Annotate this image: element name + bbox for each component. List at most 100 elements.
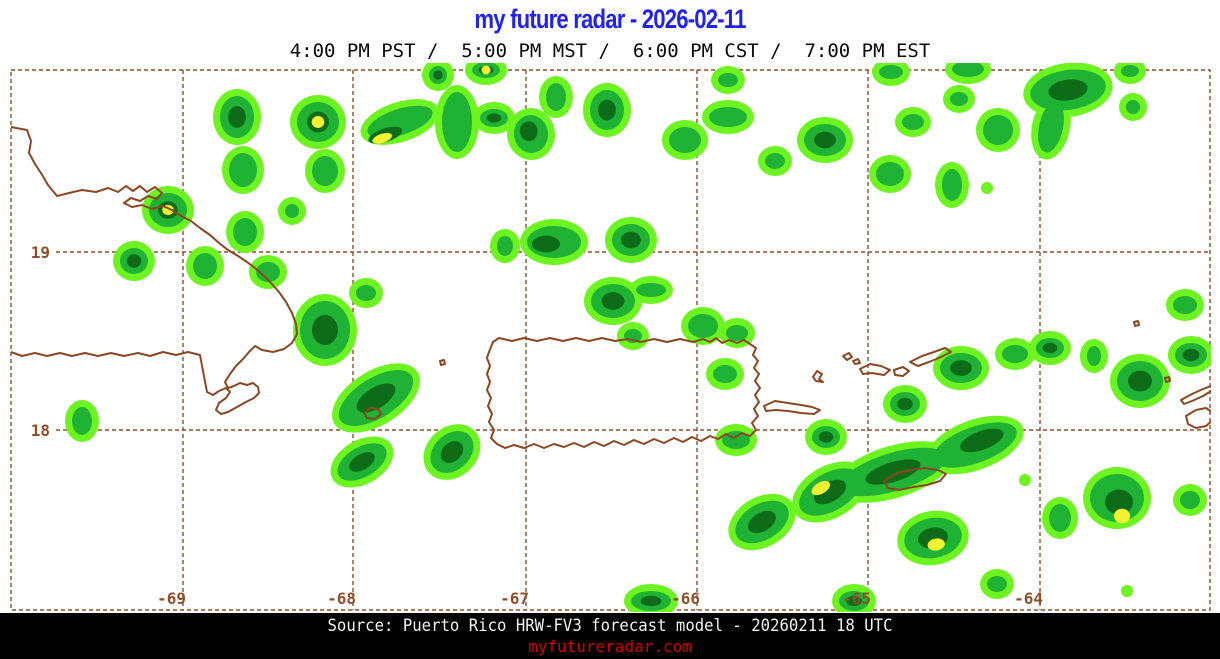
radar-cell-heavy: [228, 106, 246, 128]
radar-cell-intense: [1113, 508, 1131, 524]
radar-cell-moderate: [1180, 491, 1200, 509]
radar-cell-heavy: [814, 131, 836, 149]
radar-cell-moderate: [1173, 296, 1197, 314]
radar-cell-moderate: [636, 283, 666, 297]
radar-cell-heavy: [1042, 342, 1058, 354]
lat-label: 18: [31, 421, 50, 440]
radar-cell-moderate: [1087, 346, 1101, 366]
radar-cell-moderate: [942, 169, 962, 201]
coastline-mona: [363, 407, 382, 420]
radar-cell-heavy: [601, 292, 625, 310]
map-border: [10, 69, 1211, 611]
radar-cell-moderate: [72, 407, 92, 435]
radar-cell-heavy: [865, 459, 921, 485]
coastline-sombrero: [1133, 320, 1140, 327]
radar-cell-intense: [927, 538, 945, 551]
radar-cell-moderate: [356, 285, 376, 301]
radar-cell-heavy: [433, 70, 443, 80]
lon-label: -68: [327, 589, 356, 608]
radar-cell-moderate: [718, 73, 738, 87]
radar-cell-moderate: [688, 314, 718, 338]
radar-cell-heavy: [531, 235, 561, 253]
radar-cell-moderate: [312, 156, 338, 186]
radar-cell-moderate: [442, 92, 472, 152]
radar-cell-intense: [311, 116, 325, 128]
radar-cell-heavy: [349, 452, 375, 472]
coastlines: [10, 126, 1211, 491]
lon-label: -64: [1014, 589, 1043, 608]
radar-cell-moderate: [765, 153, 785, 169]
radar-cell-intense: [372, 132, 392, 144]
site-link[interactable]: myfutureradar.com: [528, 637, 692, 656]
radar-cell-moderate: [233, 218, 257, 246]
radar-cell-moderate: [497, 236, 513, 256]
radar-cell-heavy: [126, 254, 142, 268]
radar-cell-moderate: [229, 153, 257, 187]
coastline-islet-c: [1164, 376, 1171, 383]
radar-cell-moderate: [1038, 101, 1064, 153]
radar-cell-heavy: [950, 360, 972, 376]
radar-cell-heavy: [640, 595, 662, 607]
radar-cell-heavy: [486, 113, 502, 123]
coastline-st-john: [893, 366, 910, 377]
page-title: my future radar - 2026-02-11: [474, 4, 746, 34]
radar-cell-moderate: [1126, 100, 1140, 114]
coastline-hispaniola: [10, 126, 298, 415]
radar-cell-intense: [481, 65, 491, 75]
coastline-desecheo: [439, 359, 446, 366]
lat-label: 19: [31, 243, 50, 262]
lon-label: -66: [671, 589, 700, 608]
radar-cell-moderate: [983, 115, 1013, 145]
coastline-puerto-rico: [486, 337, 761, 449]
source-text: Source: Puerto Rico HRW-FV3 forecast mod…: [327, 616, 893, 636]
radar-cell-heavy: [1182, 348, 1200, 362]
radar-cell-heavy: [440, 441, 464, 463]
radar-cell-light: [1121, 585, 1133, 597]
radar-cell-moderate: [1049, 504, 1071, 532]
radar-cell-moderate: [193, 253, 217, 279]
radar-cell-moderate: [952, 63, 984, 77]
radar-cell-heavy: [1104, 489, 1134, 515]
radar-cell-moderate: [902, 114, 924, 130]
coastline-st-thomas: [859, 363, 891, 376]
radar-cell-heavy: [598, 99, 616, 121]
radar-cell-light: [981, 182, 993, 194]
radar-cell-moderate: [669, 127, 701, 153]
radar-cells: [65, 63, 1211, 612]
radar-cell-moderate: [1121, 65, 1139, 77]
radar-cell-heavy: [312, 314, 338, 346]
valid-times-line: 4:00 PM PST / 5:00 PM MST / 6:00 PM CST …: [289, 40, 931, 62]
coastline-anguilla: [1180, 385, 1211, 405]
radar-cell-heavy: [846, 595, 862, 607]
radar-cell-moderate: [709, 107, 747, 127]
radar-cell-moderate: [726, 325, 748, 341]
radar-cell-intense: [811, 480, 831, 496]
radar-cell-moderate: [950, 92, 968, 106]
radar-cell-moderate: [987, 576, 1007, 592]
radar-cell-heavy: [748, 510, 776, 534]
coastline-tortola-chain: [909, 347, 952, 367]
coastline-vieques: [763, 400, 821, 415]
radar-cell-moderate: [256, 262, 280, 282]
lon-label: -67: [500, 589, 529, 608]
radar-cell-moderate: [546, 83, 566, 111]
radar-cell-heavy: [356, 383, 396, 413]
coastline-islet-b: [852, 358, 861, 365]
radar-cell-heavy: [1128, 370, 1152, 392]
radar-cell-moderate: [876, 162, 904, 186]
radar-cell-heavy: [818, 431, 834, 443]
footer-bar: Source: Puerto Rico HRW-FV3 forecast mod…: [0, 613, 1220, 659]
radar-cell-moderate: [1002, 345, 1028, 363]
coastline-st-croix: [883, 467, 947, 491]
lon-label: -69: [157, 589, 186, 608]
axis-labels: 19 18 -69 -68 -67 -66 -65 -64: [31, 243, 1043, 608]
coastline-st-martin: [1185, 407, 1211, 429]
radar-cell-moderate: [285, 204, 299, 218]
radar-cell-light: [1019, 474, 1031, 486]
radar-cell-heavy: [1048, 79, 1088, 101]
radar-cell-moderate: [879, 65, 903, 79]
coastline-culebra: [812, 370, 824, 383]
lon-label: -65: [842, 589, 871, 608]
